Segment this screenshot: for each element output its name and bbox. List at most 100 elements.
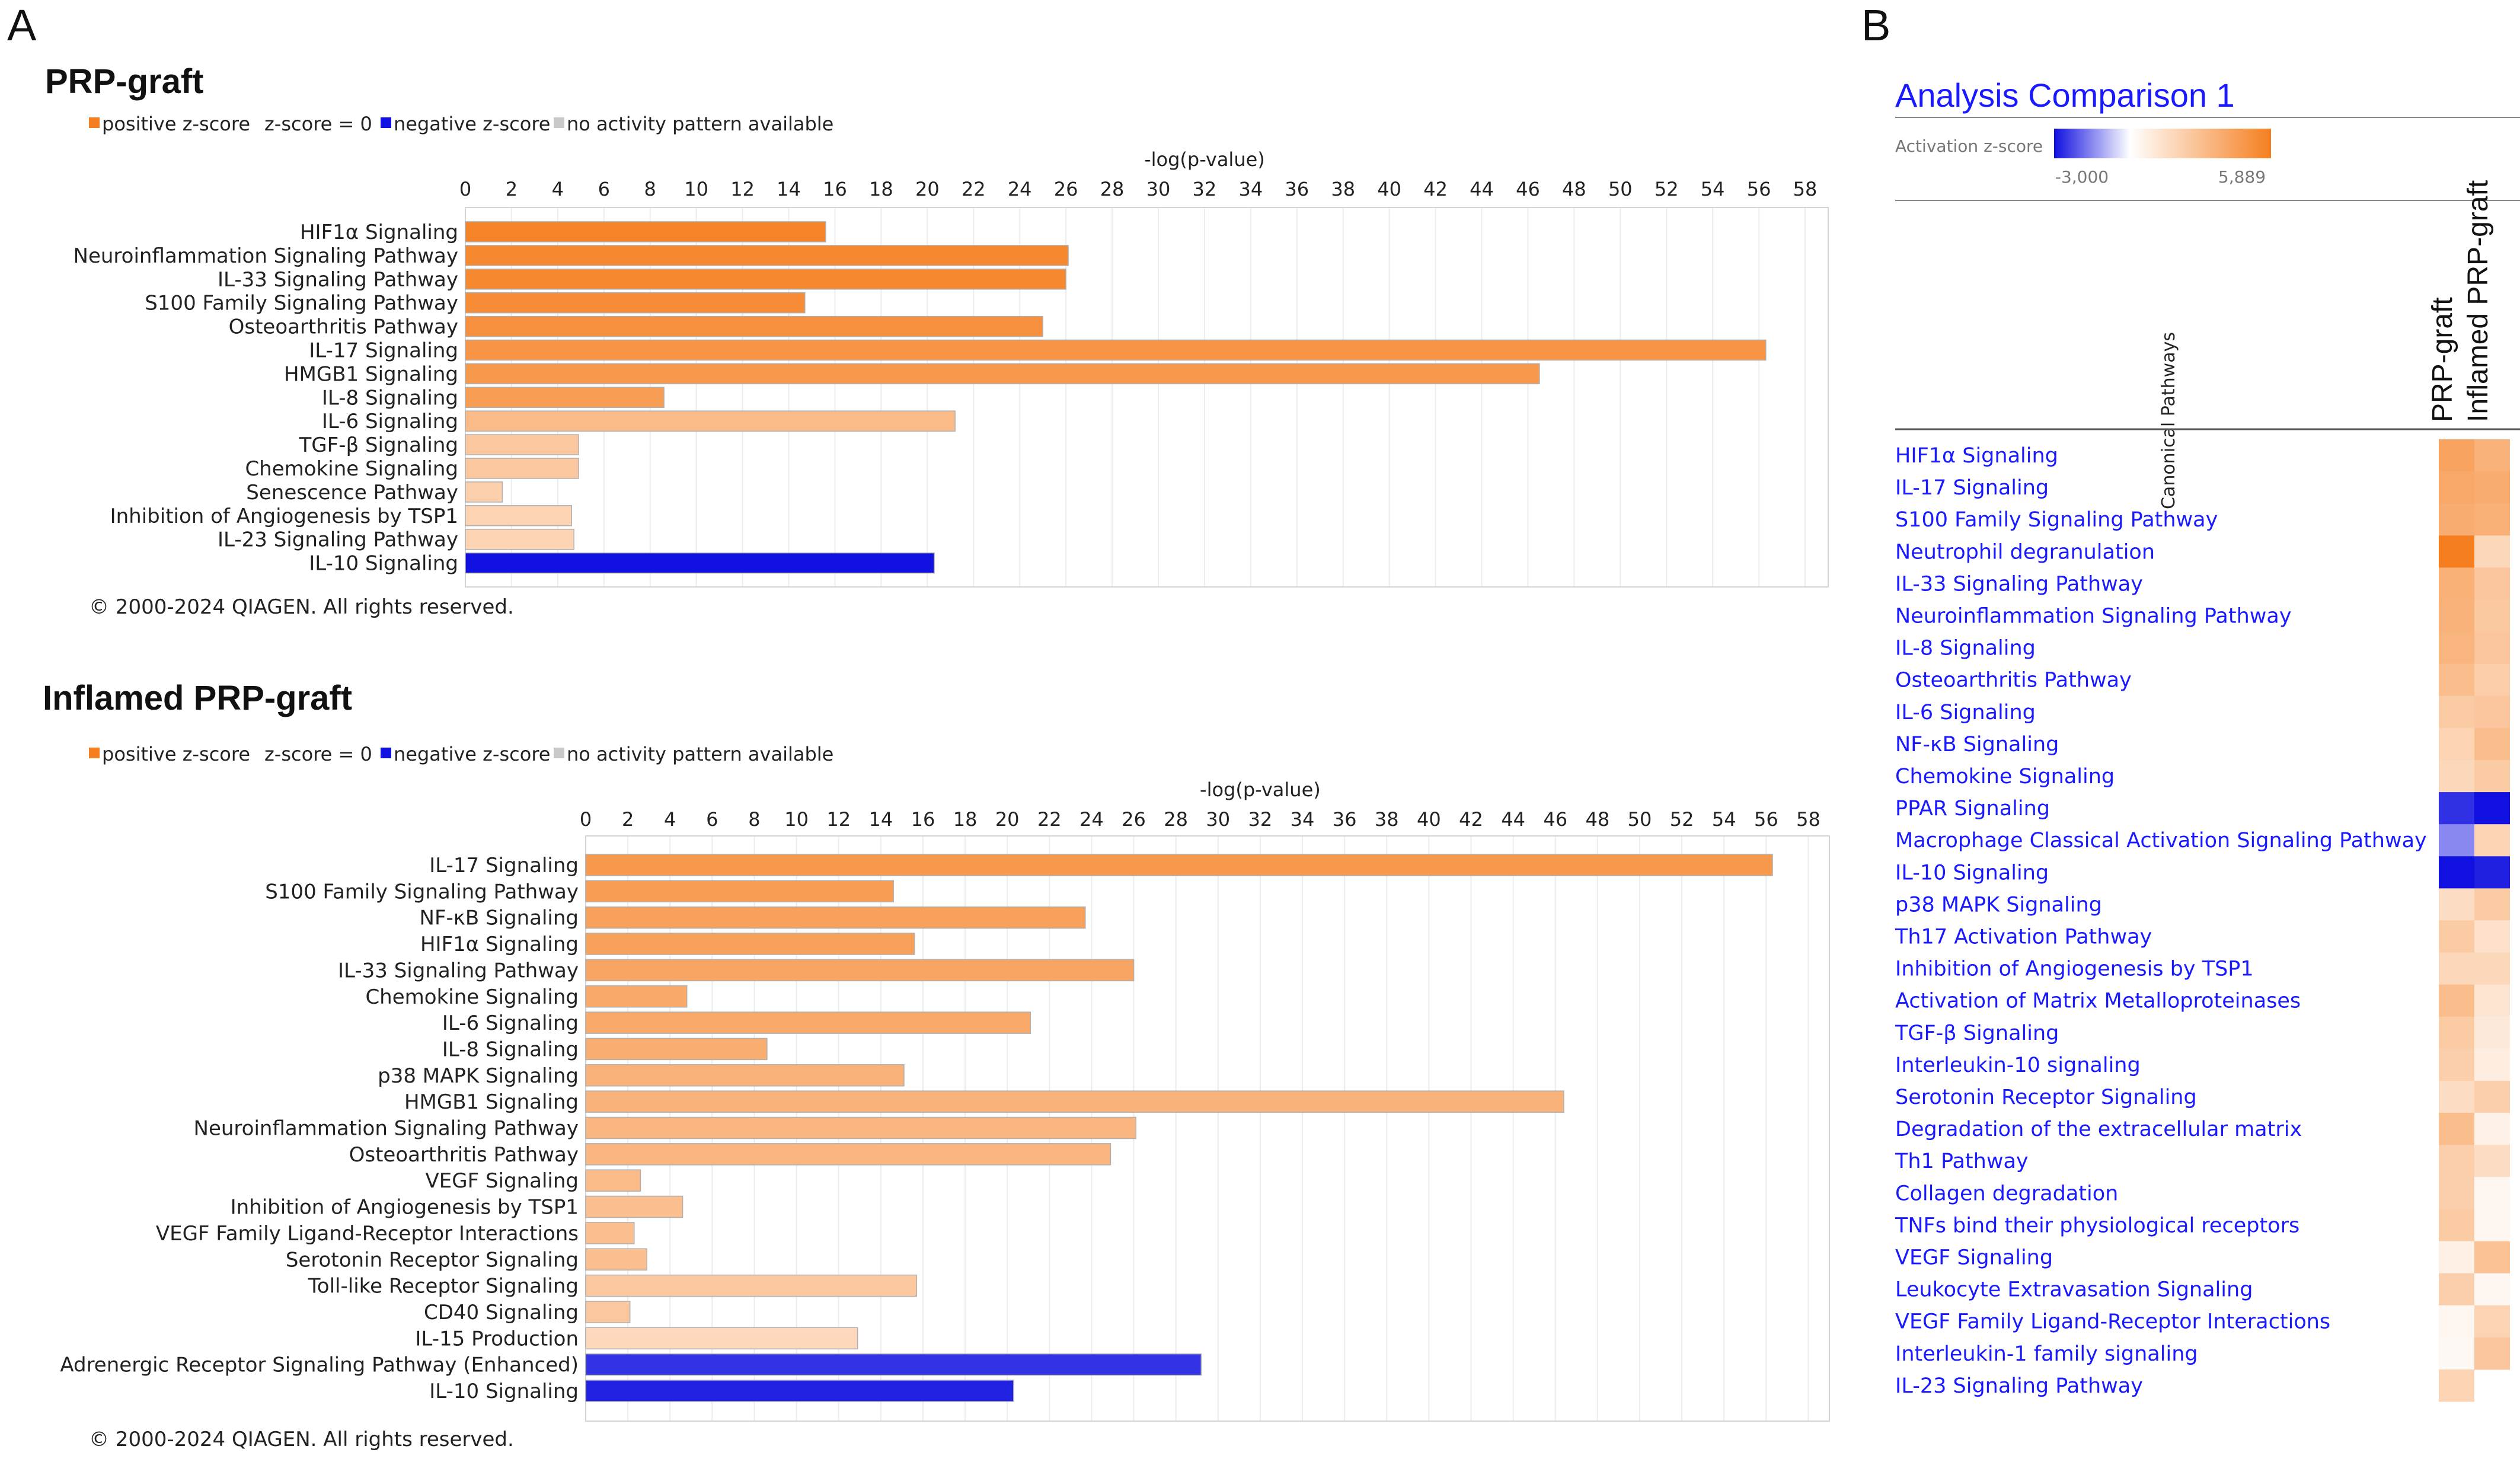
heatmap-row-label[interactable]: TGF-β Signaling <box>1895 1022 2059 1045</box>
bar[interactable] <box>585 1248 647 1271</box>
bar[interactable] <box>585 1090 1564 1113</box>
bar[interactable] <box>585 854 1773 876</box>
heatmap-cell[interactable] <box>2474 471 2510 504</box>
bar[interactable] <box>585 1038 768 1061</box>
bar[interactable] <box>465 410 956 432</box>
bar[interactable] <box>465 481 503 503</box>
heatmap-row-label[interactable]: Macrophage Classical Activation Signalin… <box>1895 829 2427 853</box>
heatmap-cell[interactable] <box>2439 888 2474 921</box>
heatmap-row-label[interactable]: Collagen degradation <box>1895 1182 2118 1205</box>
heatmap-row-label[interactable]: Th1 Pathway <box>1895 1150 2029 1173</box>
heatmap-cell[interactable] <box>2439 503 2474 536</box>
heatmap-cell[interactable] <box>2439 920 2474 953</box>
heatmap-row-label[interactable]: HIF1α Signaling <box>1895 444 2058 468</box>
bar[interactable] <box>585 933 915 955</box>
heatmap-row-label[interactable]: Inhibition of Angiogenesis by TSP1 <box>1895 957 2254 981</box>
heatmap-cell[interactable] <box>2439 984 2474 1017</box>
bar[interactable] <box>585 1353 1202 1376</box>
bar[interactable] <box>585 1064 905 1087</box>
heatmap-cell[interactable] <box>2474 1209 2510 1241</box>
heatmap-row-label[interactable]: IL-6 Signaling <box>1895 701 2036 724</box>
heatmap-cell[interactable] <box>2474 1337 2510 1370</box>
heatmap-row-label[interactable]: Chemokine Signaling <box>1895 765 2115 789</box>
bar[interactable] <box>585 1116 1136 1139</box>
bar[interactable] <box>465 245 1069 266</box>
bar[interactable] <box>465 505 572 526</box>
heatmap-cell[interactable] <box>2474 1273 2510 1306</box>
bar[interactable] <box>585 985 688 1008</box>
heatmap-cell[interactable] <box>2474 792 2510 825</box>
bar[interactable] <box>465 434 579 455</box>
heatmap-cell[interactable] <box>2474 1048 2510 1081</box>
heatmap-cell[interactable] <box>2474 695 2510 729</box>
bar[interactable] <box>465 387 665 408</box>
heatmap-cell[interactable] <box>2474 727 2510 761</box>
heatmap-cell[interactable] <box>2474 599 2510 633</box>
bar[interactable] <box>585 906 1086 929</box>
heatmap-cell[interactable] <box>2439 1177 2474 1209</box>
heatmap-cell[interactable] <box>2439 1113 2474 1145</box>
heatmap-cell[interactable] <box>2474 1177 2510 1209</box>
heatmap-row-label[interactable]: Osteoarthritis Pathway <box>1895 669 2132 692</box>
heatmap-cell[interactable] <box>2474 1145 2510 1177</box>
heatmap-cell[interactable] <box>2474 1305 2510 1338</box>
heatmap-row-label[interactable]: S100 Family Signaling Pathway <box>1895 508 2218 532</box>
heatmap-row-label[interactable]: PPAR Signaling <box>1895 797 2050 821</box>
heatmap-cell[interactable] <box>2439 631 2474 665</box>
heatmap-cell[interactable] <box>2439 1145 2474 1177</box>
heatmap-cell[interactable] <box>2474 984 2510 1017</box>
heatmap-cell[interactable] <box>2439 471 2474 504</box>
bar[interactable] <box>465 339 1767 361</box>
heatmap-cell[interactable] <box>2474 888 2510 921</box>
heatmap-cell[interactable] <box>2439 1369 2474 1402</box>
bar[interactable] <box>465 221 826 242</box>
heatmap-cell[interactable] <box>2439 1337 2474 1370</box>
heatmap-row-label[interactable]: VEGF Signaling <box>1895 1246 2053 1270</box>
heatmap-cell[interactable] <box>2439 599 2474 633</box>
heatmap-row-label[interactable]: IL-8 Signaling <box>1895 637 2036 660</box>
bar[interactable] <box>465 315 1043 337</box>
heatmap-cell[interactable] <box>2439 792 2474 825</box>
bar[interactable] <box>585 1195 684 1218</box>
heatmap-cell[interactable] <box>2439 952 2474 985</box>
bar[interactable] <box>465 292 806 314</box>
bar[interactable] <box>585 1222 635 1244</box>
heatmap-row-label[interactable]: VEGF Family Ligand-Receptor Interactions <box>1895 1310 2330 1334</box>
heatmap-row-label[interactable]: Degradation of the extracellular matrix <box>1895 1118 2302 1141</box>
heatmap-cell[interactable] <box>2474 1016 2510 1049</box>
heatmap-row-label[interactable]: IL-23 Signaling Pathway <box>1895 1374 2143 1398</box>
bar[interactable] <box>465 552 935 574</box>
heatmap-cell[interactable] <box>2439 1048 2474 1081</box>
heatmap-cell[interactable] <box>2474 631 2510 665</box>
heatmap-cell[interactable] <box>2439 535 2474 568</box>
heatmap-row-label[interactable]: Interleukin-1 family signaling <box>1895 1342 2198 1366</box>
heatmap-cell[interactable] <box>2474 1081 2510 1113</box>
heatmap-cell[interactable] <box>2474 760 2510 793</box>
heatmap-row-label[interactable]: Activation of Matrix Metalloproteinases <box>1895 989 2301 1013</box>
heatmap-cell[interactable] <box>2439 695 2474 729</box>
heatmap-cell[interactable] <box>2439 1273 2474 1306</box>
heatmap-cell[interactable] <box>2439 824 2474 857</box>
heatmap-cell[interactable] <box>2474 824 2510 857</box>
heatmap-cell[interactable] <box>2474 503 2510 536</box>
bar[interactable] <box>465 528 574 550</box>
bar[interactable] <box>465 363 1540 385</box>
bar[interactable] <box>585 1301 631 1323</box>
bar[interactable] <box>585 1143 1112 1166</box>
heatmap-cell[interactable] <box>2439 1305 2474 1338</box>
heatmap-row-label[interactable]: Serotonin Receptor Signaling <box>1895 1086 2197 1109</box>
heatmap-row-label[interactable]: Neutrophil degranulation <box>1895 540 2155 564</box>
heatmap-cell[interactable] <box>2474 1113 2510 1145</box>
bar[interactable] <box>585 1274 918 1297</box>
heatmap-cell[interactable] <box>2439 856 2474 889</box>
heatmap-cell[interactable] <box>2439 1241 2474 1274</box>
heatmap-row-label[interactable]: IL-17 Signaling <box>1895 476 2049 500</box>
bar[interactable] <box>465 458 579 479</box>
heatmap-cell[interactable] <box>2474 439 2510 472</box>
heatmap-cell[interactable] <box>2439 760 2474 793</box>
heatmap-cell[interactable] <box>2474 952 2510 985</box>
heatmap-cell[interactable] <box>2474 1241 2510 1274</box>
heatmap-row-label[interactable]: IL-10 Signaling <box>1895 861 2049 885</box>
heatmap-cell[interactable] <box>2439 567 2474 600</box>
heatmap-cell[interactable] <box>2439 439 2474 472</box>
